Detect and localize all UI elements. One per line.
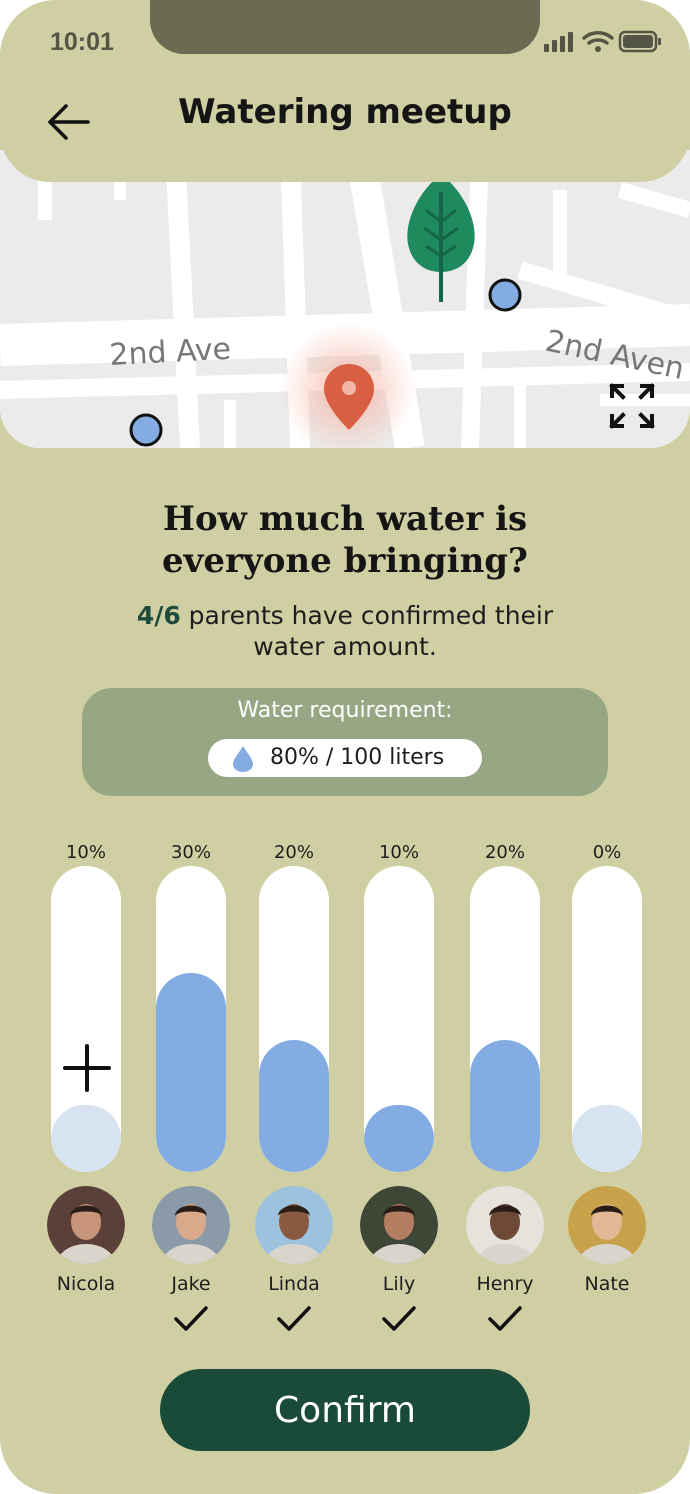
street-label-right: 2nd Aven — [542, 324, 687, 387]
question-line-2: everyone bringing? — [162, 541, 528, 581]
bar-percent-label: 20% — [484, 842, 525, 863]
participant-location-dot[interactable] — [487, 277, 523, 313]
avatar-nicola[interactable] — [47, 1186, 125, 1264]
confirmation-text-2: water amount. — [253, 632, 437, 661]
confirm-button[interactable]: Confirm — [160, 1369, 530, 1451]
bar-percent-label: 10% — [65, 842, 106, 863]
bar-percent-label: 30% — [170, 842, 211, 863]
location-pin-icon[interactable] — [322, 362, 376, 432]
check-icon — [277, 1306, 311, 1331]
avatar-nate[interactable] — [568, 1186, 646, 1264]
svg-text:2nd Aven: 2nd Aven — [542, 324, 687, 387]
participant-location-dot[interactable] — [128, 412, 164, 448]
water-bar-fill — [51, 1105, 121, 1172]
plus-icon[interactable] — [61, 1042, 113, 1094]
confirmation-text-1: parents have confirmed their — [180, 601, 554, 630]
participant-name: Nate — [584, 1273, 630, 1295]
avatar-linda[interactable] — [255, 1186, 333, 1264]
bar-percent-label: 0% — [592, 842, 622, 863]
participant-name: Linda — [268, 1273, 320, 1295]
street-label-left: 2nd Ave — [110, 332, 232, 373]
confirmation-count: 4/6 — [136, 601, 181, 630]
water-bar-linda[interactable] — [259, 866, 329, 1172]
check-icon — [488, 1306, 522, 1331]
water-bar-nicola[interactable] — [51, 866, 121, 1172]
status-icons — [544, 30, 661, 53]
wifi-icon — [582, 31, 614, 45]
battery-icon — [618, 30, 661, 53]
device-notch — [150, 0, 540, 54]
page-title: Watering meetup — [178, 92, 512, 132]
app-header: 10:01 Watering meetup — [0, 0, 690, 182]
requirement-pill: 80% / 100 liters — [208, 739, 482, 777]
avatar-henry[interactable] — [466, 1186, 544, 1264]
water-requirement-card: Water requirement: 80% / 100 liters — [82, 688, 608, 796]
water-bar-fill — [470, 1040, 540, 1172]
question-line-1: How much water is — [162, 499, 528, 539]
svg-text:2nd Ave: 2nd Ave — [110, 332, 232, 373]
check-icon — [174, 1306, 208, 1331]
water-bar-henry[interactable] — [470, 866, 540, 1172]
water-bar-fill — [364, 1105, 434, 1172]
map-view[interactable]: 2nd Ave 2nd Aven — [0, 150, 690, 448]
confirmation-status: 4/6 parents have confirmed their water a… — [0, 600, 690, 662]
avatar-lily[interactable] — [360, 1186, 438, 1264]
check-icon — [382, 1306, 416, 1331]
participant-name: Nicola — [56, 1273, 116, 1295]
water-bar-fill — [572, 1105, 642, 1172]
water-bar-lily[interactable] — [364, 866, 434, 1172]
participant-name: Jake — [171, 1273, 211, 1295]
requirement-label: Water requirement: — [237, 698, 453, 723]
participant-name: Lily — [382, 1273, 416, 1295]
water-bar-fill — [156, 973, 226, 1172]
tree-icon — [407, 174, 475, 302]
water-drop-icon — [233, 746, 253, 772]
question-heading: How much water is everyone bringing? — [0, 498, 690, 582]
water-bar-nate[interactable] — [572, 866, 642, 1172]
bar-percent-label: 20% — [273, 842, 314, 863]
water-bar-fill — [259, 1040, 329, 1172]
bar-percent-label: 10% — [378, 842, 419, 863]
requirement-value: 80% / 100 liters — [270, 745, 445, 770]
arrow-left-icon[interactable] — [44, 100, 92, 144]
avatar-jake[interactable] — [152, 1186, 230, 1264]
status-time: 10:01 — [50, 28, 114, 56]
water-bar-jake[interactable] — [156, 866, 226, 1172]
signal-icon — [544, 32, 573, 52]
expand-icon[interactable] — [608, 382, 656, 430]
participant-name: Henry — [476, 1273, 534, 1295]
